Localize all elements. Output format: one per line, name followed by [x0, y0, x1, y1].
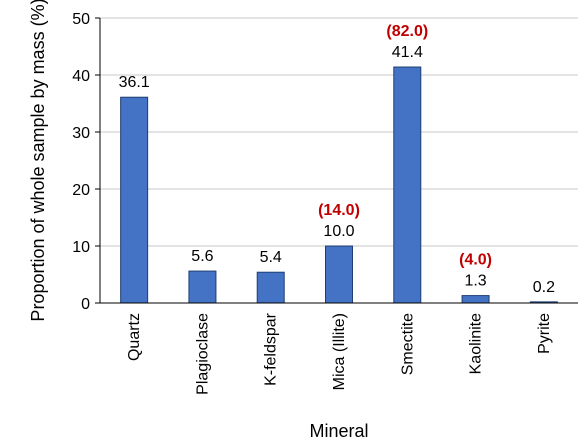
bars	[120, 66, 558, 304]
clay-fraction-label: (14.0)	[318, 202, 360, 219]
bar-smectite	[393, 66, 422, 304]
y-axis-title: Proportion of whole sample by mass (%)	[28, 0, 48, 322]
value-label: 10.0	[323, 223, 354, 240]
value-label: 0.2	[533, 279, 555, 296]
axes	[99, 18, 578, 304]
x-tick-label: Plagioclase	[194, 313, 211, 395]
x-tick-label: Pyrite	[536, 313, 553, 354]
data-labels: 36.1 5.6 5.4 10.0 (14.0) 41.4 (82.0) 1.3 (4.0) 0.…	[119, 23, 556, 296]
clay-fraction-label: (82.0)	[386, 23, 428, 40]
value-label: 41.4	[392, 44, 423, 61]
y-tick-label: 20	[72, 182, 90, 199]
bar-plagioclase	[188, 270, 217, 304]
bar-quartz	[120, 96, 149, 304]
bar-k-feldspar	[256, 271, 285, 304]
x-tick-label: Mica (Illite)	[331, 313, 348, 390]
y-tick-label: 40	[72, 68, 90, 85]
y-tick-label: 0	[81, 296, 90, 313]
clay-fraction-label: (4.0)	[459, 252, 492, 269]
y-tick-label: 50	[72, 11, 90, 28]
value-label: 5.6	[191, 248, 213, 265]
x-axis-title: Mineral	[309, 421, 368, 441]
bar-kaolinite	[461, 295, 490, 304]
gridlines	[100, 17, 578, 247]
x-tick-label: K-feldspar	[263, 312, 280, 386]
x-tick-label: Smectite	[399, 313, 416, 375]
x-tick-labels: Quartz Plagioclase K-feldspar Mica (Illite)…	[126, 312, 553, 395]
value-label: 36.1	[119, 74, 150, 91]
x-tick-label: Kaolinite	[468, 313, 485, 374]
x-tick-label: Quartz	[126, 313, 143, 361]
value-label: 5.4	[260, 249, 282, 266]
y-ticks: 0 10 20 30 40 50	[72, 11, 100, 313]
value-label: 1.3	[464, 273, 486, 290]
bar-mica-illite	[325, 245, 353, 304]
y-tick-label: 10	[72, 239, 90, 256]
y-tick-label: 30	[72, 125, 90, 142]
